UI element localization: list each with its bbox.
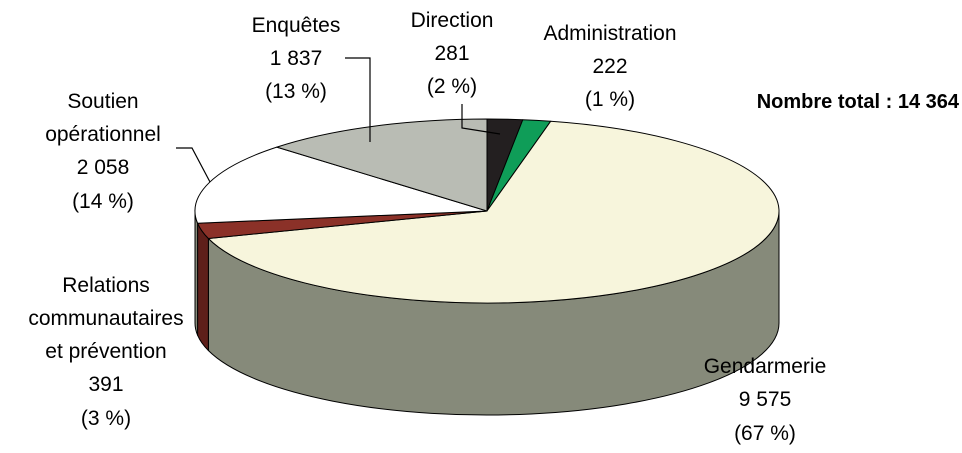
label-direction-percent: (2 %) [427, 75, 477, 98]
leader-line-soutien [176, 147, 211, 183]
pie-side-relations-communautaires-et-prevention [197, 222, 209, 352]
label-gendarmerie-percent: (67 %) [734, 422, 796, 445]
label-enquetes-percent: (13 %) [265, 80, 327, 103]
label-relations-line1: Relations [62, 274, 150, 297]
leader-lines [176, 57, 501, 183]
label-gendarmerie-value: 9 575 [739, 388, 792, 411]
pie-side-soutien-operationnel [194, 210, 199, 336]
total-label: Nombre total : 14 364 [757, 91, 960, 113]
pie-slice-enquetes [276, 118, 488, 212]
label-enquetes-name: Enquêtes [252, 14, 341, 37]
label-gendarmerie-name: Gendarmerie [704, 355, 827, 378]
slice-labels: Direction 281 (2 %) Administration 222 (… [28, 9, 959, 445]
pie-tops [194, 118, 780, 304]
pie-slice-soutien-operationnel [194, 146, 488, 224]
label-soutien-value: 2 058 [77, 156, 130, 179]
label-relations-line3: et prévention [45, 340, 166, 363]
label-soutien-line2: opérationnel [45, 123, 161, 146]
leader-line-enquetes [345, 57, 371, 142]
leader-line-direction [461, 104, 501, 135]
pie-slice-gendarmerie [207, 120, 780, 304]
label-soutien-line1: Soutien [67, 90, 138, 113]
label-relations-value: 391 [88, 373, 123, 396]
label-enquetes-value: 1 837 [270, 47, 323, 70]
label-administration-name: Administration [543, 22, 676, 45]
label-administration-value: 222 [592, 55, 627, 78]
label-direction-name: Direction [411, 9, 494, 32]
label-relations-line2: communautaires [28, 307, 183, 330]
label-direction-value: 281 [434, 42, 469, 65]
label-administration-percent: (1 %) [585, 88, 635, 111]
label-soutien-percent: (14 %) [72, 190, 134, 213]
label-relations-percent: (3 %) [81, 407, 131, 430]
